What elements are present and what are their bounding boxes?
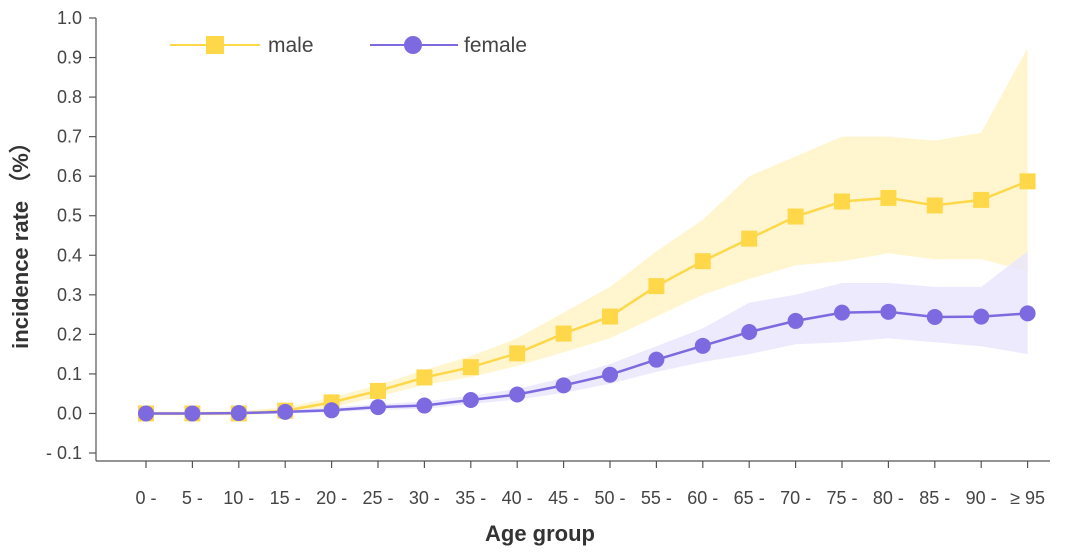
- legend-male-label: male: [268, 34, 314, 57]
- point-female: [323, 402, 340, 419]
- x-tick-label: 50 -: [594, 488, 625, 508]
- x-tick-label: 70 -: [780, 488, 811, 508]
- x-tick-label: 15 -: [270, 488, 301, 508]
- legend-male-square-icon: [206, 36, 224, 54]
- x-tick-label: 30 -: [409, 488, 440, 508]
- point-female: [555, 377, 572, 394]
- legend: male female: [170, 34, 527, 57]
- point-male: [926, 197, 943, 214]
- x-axis-ticks: 0 - 5 - 10 - 15 - 20 - 25 - 30 - 35 - 40 - 45 - 50…: [135, 461, 1045, 508]
- y-tick-label: - 0.1: [46, 443, 82, 463]
- y-tick-label: 0.6: [57, 166, 82, 186]
- legend-item-female: female: [370, 34, 527, 57]
- point-male: [462, 359, 479, 376]
- point-male: [973, 191, 990, 208]
- x-tick-label: 55 -: [641, 488, 672, 508]
- legend-item-male: male: [170, 34, 314, 57]
- point-male: [648, 278, 665, 295]
- axes: [95, 18, 1050, 462]
- y-tick-label: 0.1: [57, 364, 82, 384]
- point-male: [416, 369, 433, 386]
- x-tick-label: 90 -: [966, 488, 997, 508]
- point-female: [1019, 305, 1036, 322]
- point-male: [555, 325, 572, 342]
- point-female: [602, 366, 618, 383]
- point-male: [1019, 173, 1036, 190]
- point-female: [787, 312, 804, 329]
- legend-female-circle-icon: [404, 36, 422, 54]
- y-axis-ticks: - 0.1 0.0 0.1 0.2 0.3 0.4 0.5 0.6 0.7 0.8 0.9 1.0: [46, 8, 96, 463]
- x-tick-label: 20 -: [316, 488, 347, 508]
- x-tick-label: 85 -: [919, 488, 950, 508]
- x-tick-label: 40 -: [502, 488, 533, 508]
- x-tick-label: 75 -: [826, 488, 857, 508]
- point-female: [462, 392, 479, 409]
- y-tick-label: 0.7: [57, 127, 82, 147]
- y-tick-label: 0.0: [57, 403, 82, 423]
- point-female: [230, 405, 247, 422]
- point-female: [694, 337, 711, 354]
- point-female: [973, 308, 990, 325]
- y-tick-label: 0.5: [57, 206, 82, 226]
- y-tick-label: 0.3: [57, 285, 82, 305]
- x-tick-label: 25 -: [362, 488, 393, 508]
- x-axis-title: Age group: [485, 521, 595, 546]
- y-tick-label: 1.0: [57, 8, 82, 28]
- x-tick-label: ≥ 95: [1010, 488, 1045, 508]
- point-female: [277, 403, 294, 420]
- point-male: [370, 382, 386, 399]
- y-tick-label: 0.9: [57, 48, 82, 68]
- x-tick-label: 60 -: [687, 488, 718, 508]
- point-female: [926, 308, 943, 325]
- y-axis-title: incidence rate （%）: [8, 131, 33, 349]
- point-male: [509, 345, 526, 362]
- x-tick-label: 5 -: [182, 488, 203, 508]
- x-tick-label: 45 -: [548, 488, 579, 508]
- point-female: [184, 405, 201, 422]
- point-male: [694, 253, 711, 270]
- band-male: [146, 47, 1028, 416]
- band-female: [146, 251, 1028, 415]
- legend-female-label: female: [464, 34, 527, 57]
- series-markers: [138, 173, 1036, 422]
- point-female: [509, 386, 526, 403]
- point-male: [787, 208, 804, 225]
- y-tick-label: 0.4: [57, 245, 82, 265]
- point-male: [880, 189, 897, 206]
- point-female: [741, 323, 758, 340]
- point-female: [416, 397, 433, 414]
- point-male: [602, 308, 618, 325]
- point-male: [834, 193, 850, 210]
- x-tick-label: 65 -: [734, 488, 765, 508]
- point-female: [834, 304, 850, 321]
- x-tick-label: 0 -: [135, 488, 156, 508]
- x-tick-label: 10 -: [223, 488, 254, 508]
- point-female: [880, 303, 897, 320]
- y-tick-label: 0.2: [57, 324, 82, 344]
- confidence-bands: [146, 47, 1028, 416]
- point-female: [370, 399, 386, 416]
- point-male: [741, 230, 758, 247]
- y-tick-label: 0.8: [57, 87, 82, 107]
- point-female: [648, 351, 665, 368]
- x-tick-label: 80 -: [873, 488, 904, 508]
- x-tick-label: 35 -: [455, 488, 486, 508]
- point-female: [138, 405, 154, 422]
